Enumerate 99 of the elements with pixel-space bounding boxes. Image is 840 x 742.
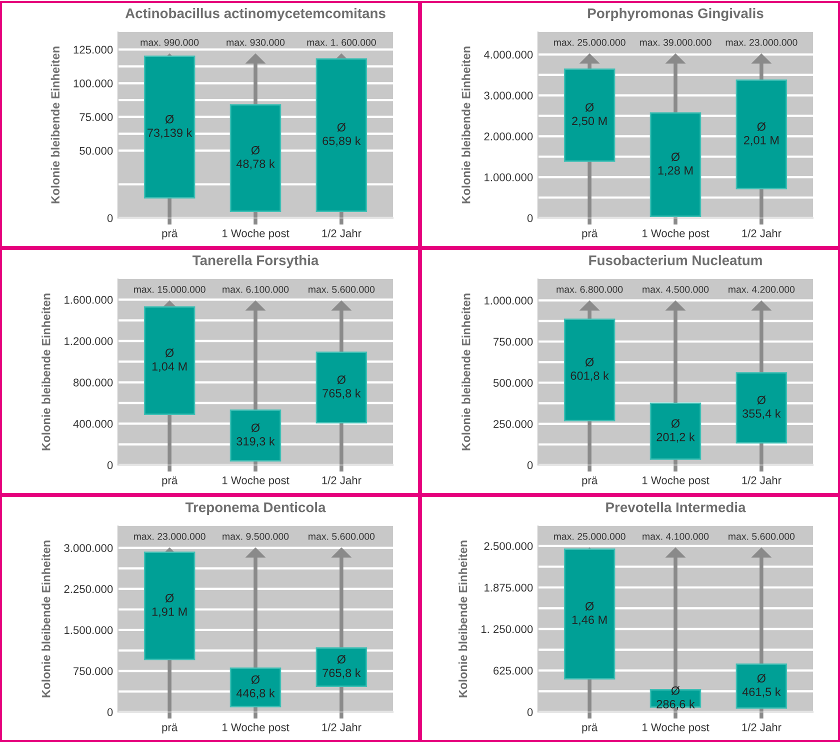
x-tick-label: 1/2 Jahr xyxy=(322,723,362,732)
x-tick-label: 1 Woche post xyxy=(222,476,290,486)
y-tick-label: 1.200.000 xyxy=(64,337,113,346)
bar xyxy=(230,410,282,462)
x-tick-label: prä xyxy=(162,724,178,734)
y-tick-label: 100.000 xyxy=(74,79,113,88)
annotation: max. 9.500.000 xyxy=(222,533,289,540)
bar xyxy=(316,647,368,687)
y-tick-label: 3.000.000 xyxy=(484,92,533,100)
x-tick-label: 1/2 Jahr xyxy=(742,229,782,238)
annotation: max. 4.200.000 xyxy=(728,286,795,293)
x-tick-label: 1/2 Jahr xyxy=(322,476,362,484)
y-tick-label: 1.500.000 xyxy=(64,626,113,634)
chart-title: Tanerella Forsythia xyxy=(192,255,319,268)
data-label: Ø 601,8 k xyxy=(570,358,609,382)
x-tick-label: 1 Woche post xyxy=(642,723,710,734)
annotation: max. 5.600.000 xyxy=(308,533,375,540)
annotation: max. 25.000.000 xyxy=(554,533,626,540)
annotation: max. 4.500.000 xyxy=(642,286,709,293)
y-axis-title: Kolonie bleibende Einheiten xyxy=(458,540,468,698)
x-tick-label: prä xyxy=(582,724,598,734)
y-axis-title: Kolonie bleibende Einheiten xyxy=(462,294,470,450)
y-tick-label: 750.000 xyxy=(494,338,533,346)
annotation: max. 15.000.000 xyxy=(134,286,206,293)
y-tick-label: 500.000 xyxy=(493,378,533,387)
annotation: max. 4.100.000 xyxy=(642,533,709,540)
data-label: Ø 1,28 M xyxy=(658,152,693,176)
y-tick-label: 50.000 xyxy=(80,146,113,155)
annotation: max. 6.100.000 xyxy=(222,286,289,293)
data-label: Ø 48,78 k xyxy=(236,146,275,170)
x-tick-label: prä xyxy=(582,230,598,240)
y-tick-label: 0 xyxy=(527,214,533,222)
data-label: Ø 355,4 k xyxy=(742,396,781,420)
chart-title: Fusobacterium Nucleatum xyxy=(589,255,762,266)
x-tick-label: prä xyxy=(582,476,598,486)
y-tick-label: 2.250.000 xyxy=(64,585,113,594)
y-tick-label: 3.000.000 xyxy=(64,544,113,552)
data-label: Ø 446,8 k xyxy=(236,675,275,699)
y-tick-label: 0 xyxy=(527,461,533,470)
y-axis-title: Kolonie bleibende Einheiten xyxy=(462,46,470,204)
y-axis-title: Kolonie bleibende Einheiten xyxy=(50,46,60,204)
y-tick-label: 0 xyxy=(527,708,533,716)
y-tick-label: 0 xyxy=(107,214,113,222)
data-label: Ø 2,50 M xyxy=(572,103,607,127)
y-axis-title: Kolonie bleibende Einheiten xyxy=(42,294,50,450)
annotation: max. 23.000.000 xyxy=(726,39,798,46)
x-tick-label: 1 Woche post xyxy=(222,229,290,240)
data-label: Ø 73,139 k xyxy=(148,114,192,138)
data-label: Ø 461,5 k xyxy=(742,674,781,698)
y-tick-label: 1.600.000 xyxy=(64,296,113,304)
y-tick-label: 1. 250.000 xyxy=(481,625,533,634)
y-tick-label: 2.000.000 xyxy=(484,132,533,140)
x-tick-label: prä xyxy=(162,230,178,240)
x-tick-label: 1/2 Jahr xyxy=(742,476,782,484)
x-tick-label: 1 Woche post xyxy=(642,476,710,486)
data-label: Ø 201,2 k xyxy=(656,419,695,443)
bar xyxy=(736,663,788,709)
x-tick-label: prä xyxy=(162,476,178,486)
y-tick-label: 1.875.000 xyxy=(484,584,533,592)
x-tick-label: 1 Woche post xyxy=(222,723,290,734)
y-tick-label: 625.000 xyxy=(494,666,533,675)
chart-title: Porphyromonas Gingivalis xyxy=(588,8,764,22)
data-label: Ø 1,91 M xyxy=(152,594,187,618)
chart-title: Actinobacillus actinomycetemcomitans xyxy=(125,8,386,21)
annotation: max. 990.000 xyxy=(140,39,199,46)
y-tick-label: 4.000.000 xyxy=(484,50,533,59)
y-tick-label: 750.000 xyxy=(74,667,113,676)
y-tick-label: 125.000 xyxy=(74,46,113,54)
x-tick-label: 1 Woche post xyxy=(642,229,710,240)
annotation: max. 6.800.000 xyxy=(556,286,623,293)
data-label: Ø 65,89 k xyxy=(322,122,361,146)
y-axis-title: Kolonie bleibende Einheiten xyxy=(42,540,50,698)
y-tick-label: 250.000 xyxy=(494,420,533,428)
annotation: max. 25.000.000 xyxy=(554,39,626,46)
y-tick-label: 0 xyxy=(107,461,113,470)
y-tick-label: 800.000 xyxy=(73,378,113,386)
y-tick-label: 1.000.000 xyxy=(484,173,533,182)
y-tick-label: 75.000 xyxy=(80,113,113,122)
annotation: max. 23.000.000 xyxy=(134,533,206,540)
data-label: Ø 1,04 M xyxy=(152,348,187,372)
bar xyxy=(230,668,282,708)
annotation: max. 1. 600.000 xyxy=(307,39,376,46)
chart-title: Treponema Denticola xyxy=(185,502,326,515)
data-label: Ø 765,8 k xyxy=(322,654,361,678)
x-tick-label: 1/2 Jahr xyxy=(322,229,362,238)
x-tick-label: 1/2 Jahr xyxy=(742,723,782,732)
annotation: max. 39.000.000 xyxy=(640,39,712,46)
y-tick-label: 2.500.000 xyxy=(484,542,533,550)
y-tick-label: 400.000 xyxy=(73,420,113,428)
y-tick-label: 1.000.000 xyxy=(484,296,533,305)
data-label: Ø 2,01 M xyxy=(744,122,779,146)
chart-title: Prevotella Intermedia xyxy=(606,502,746,512)
y-tick-label: 0 xyxy=(107,708,113,716)
data-label: Ø 319,3 k xyxy=(236,423,275,447)
annotation: max. 5.600.000 xyxy=(728,533,795,540)
data-label: Ø 1,46 M xyxy=(572,602,607,626)
data-label: Ø 765,8 k xyxy=(322,375,361,399)
annotation: max. 5.600.000 xyxy=(308,286,375,293)
annotation: max. 930.000 xyxy=(226,39,285,46)
